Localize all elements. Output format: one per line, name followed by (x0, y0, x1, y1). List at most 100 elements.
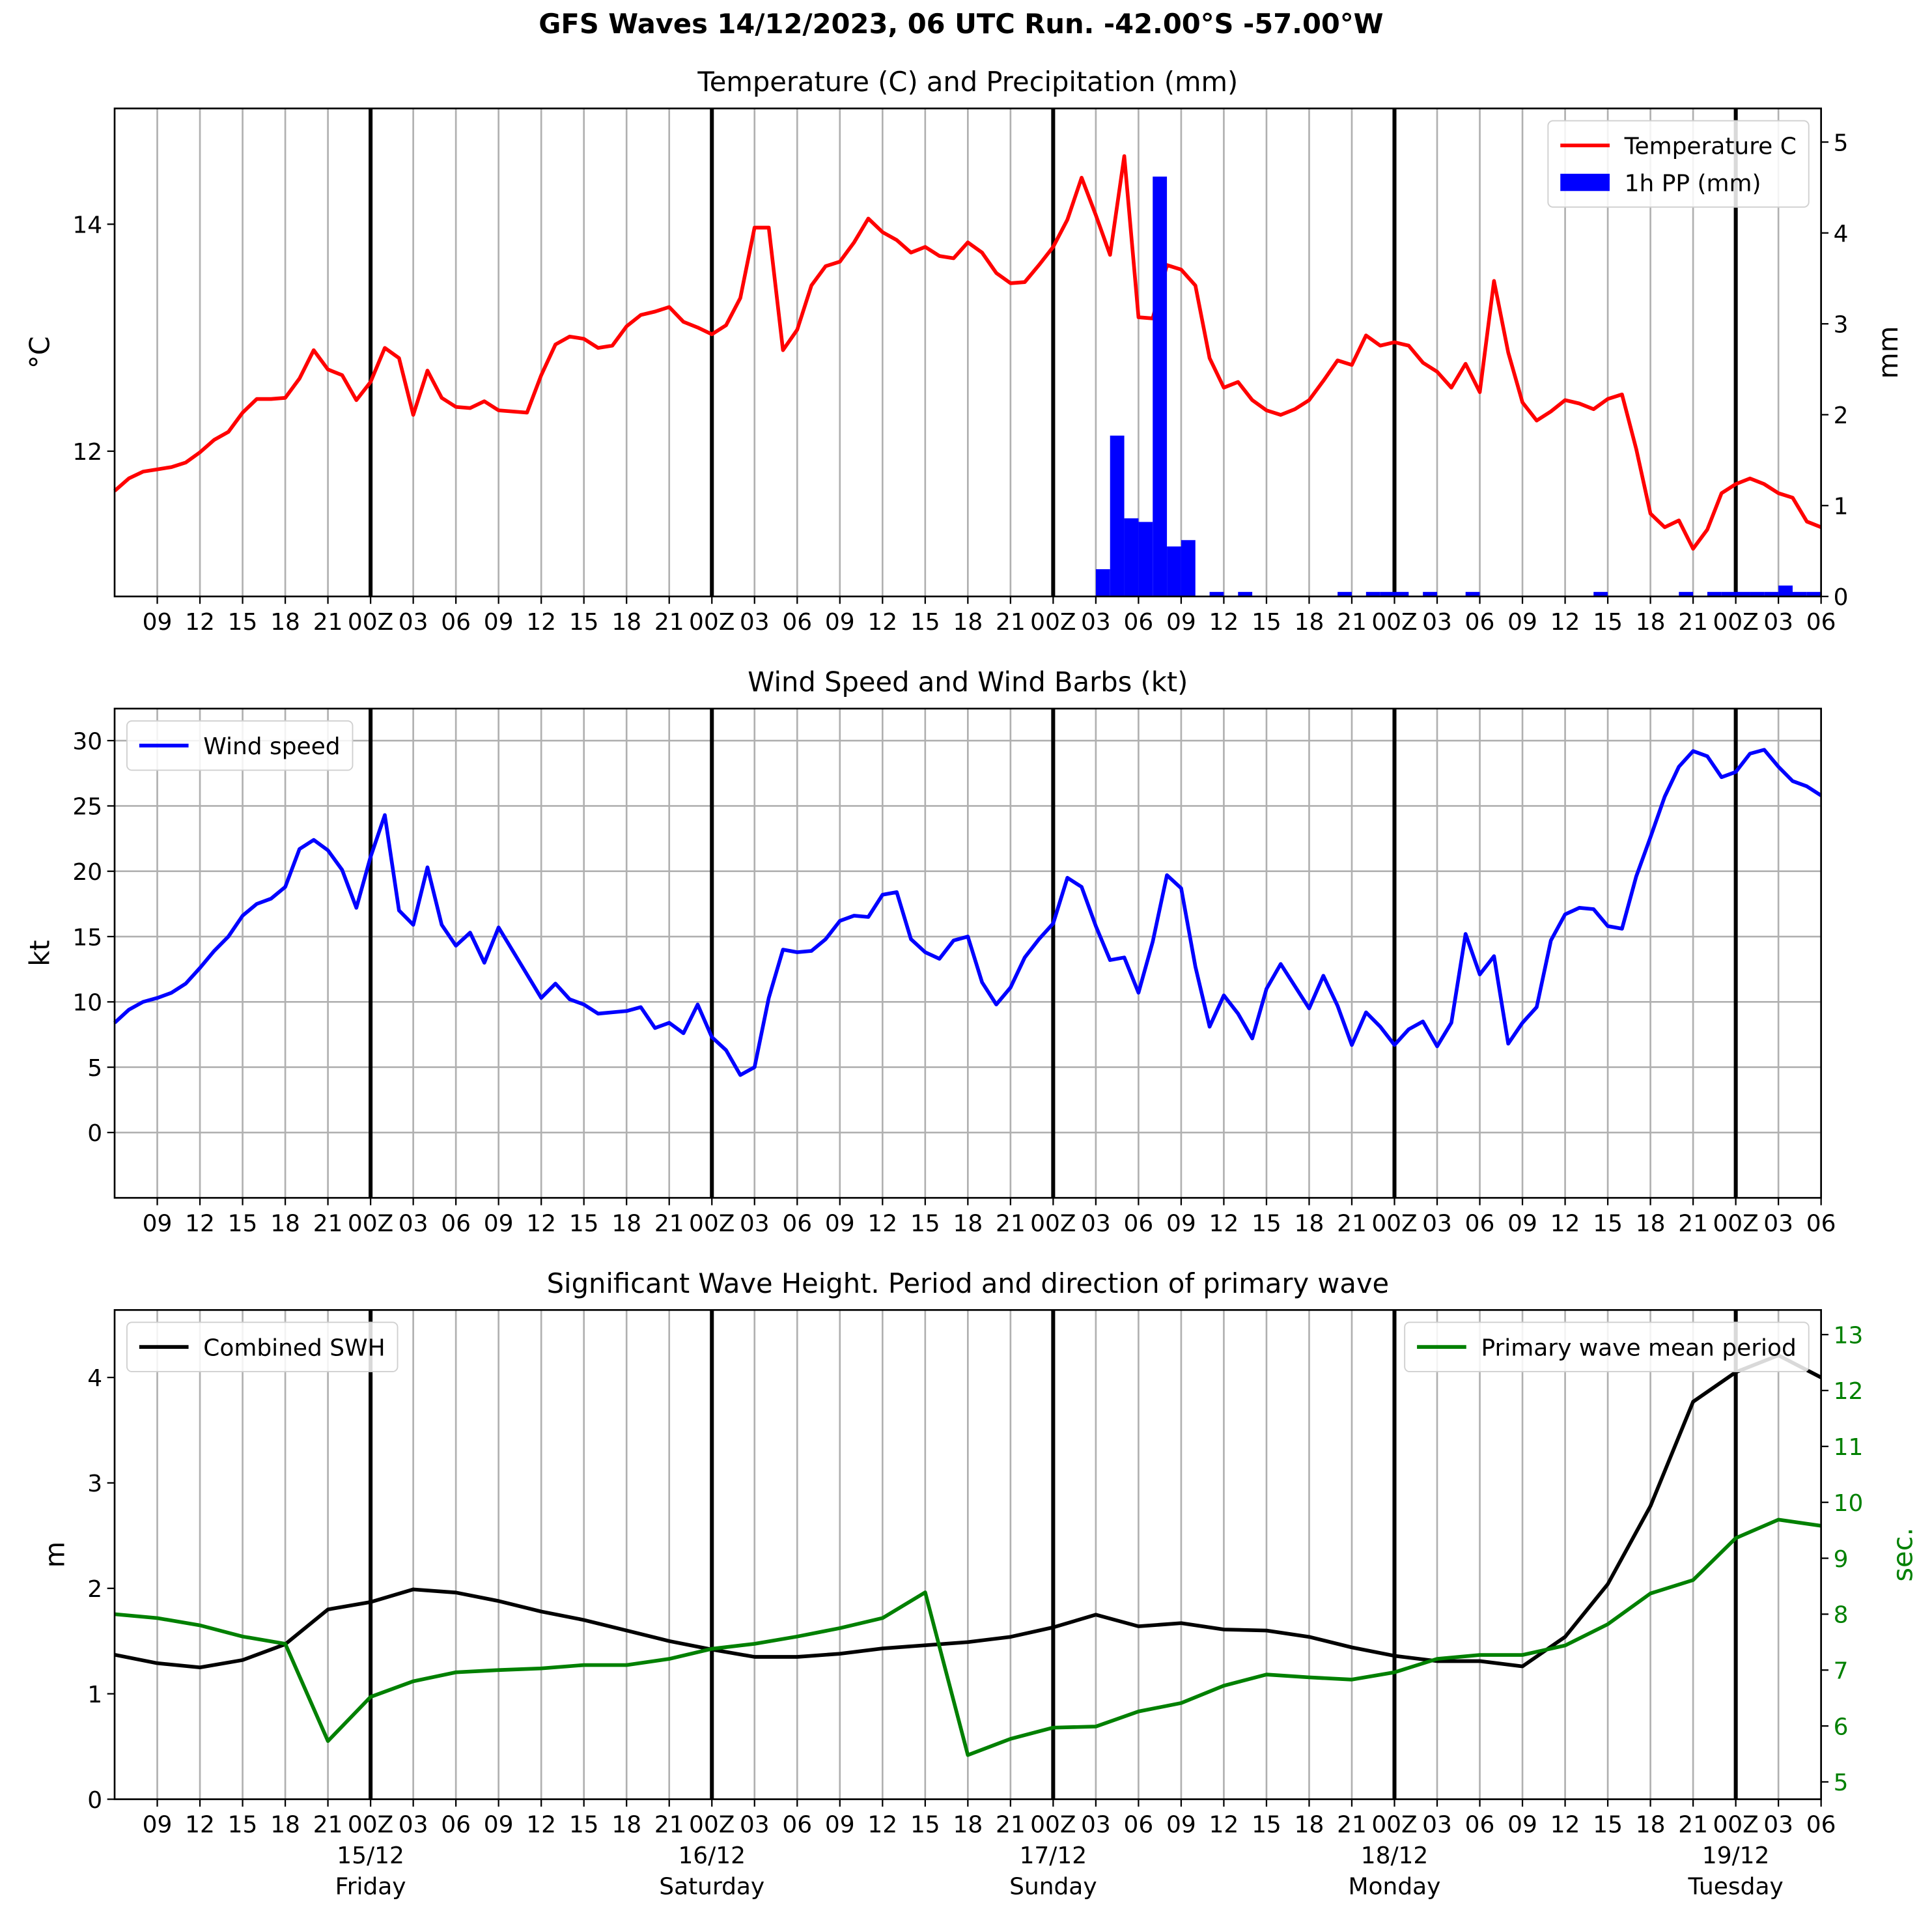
y2-tick-label: 8 (1834, 1602, 1849, 1629)
bar (1138, 522, 1153, 597)
x-tick-label: 03 (1422, 609, 1452, 636)
x-tick-label: 21 (654, 1812, 684, 1839)
x-tick-label: 06 (1124, 1812, 1154, 1839)
x-tick-label: 15 (228, 1210, 258, 1237)
bar (1181, 540, 1196, 597)
x-tick-label: 12 (867, 1210, 897, 1237)
x-tick-label: 15 (1593, 1812, 1623, 1839)
y2-tick-label: 6 (1834, 1714, 1849, 1740)
date-label: 18/12 (1361, 1842, 1429, 1869)
y-tick-label: 5 (87, 1055, 102, 1082)
legend-label: Combined SWH (203, 1334, 385, 1361)
y2-tick-label: 7 (1834, 1658, 1849, 1684)
x-tick-label: 06 (1124, 609, 1154, 636)
x-tick-label: 00Z (1030, 609, 1076, 636)
y2-axis-label: mm (1872, 326, 1904, 379)
x-tick-label: 15 (1252, 1210, 1281, 1237)
legend-box (1547, 120, 1810, 208)
bar (1095, 569, 1110, 597)
x-tick-label: 09 (825, 1812, 855, 1839)
y-tick-label: 2 (87, 1576, 102, 1603)
x-tick-label: 15 (910, 609, 940, 636)
y-axis-label: m (38, 1542, 70, 1568)
x-tick-label: 09 (825, 609, 855, 636)
x-tick-label: 09 (1166, 1812, 1196, 1839)
x-tick-label: 09 (1507, 1812, 1537, 1839)
x-tick-label: 06 (1806, 1210, 1836, 1237)
y2-tick-label: 0 (1834, 584, 1849, 611)
x-tick-label: 15 (1593, 1210, 1623, 1237)
x-tick-label: 21 (313, 609, 343, 636)
y-tick-label: 30 (72, 728, 102, 755)
legend: Combined SWH (126, 1321, 399, 1372)
plot-frame (113, 707, 1822, 1199)
bar (1423, 591, 1438, 597)
x-tick-label: 18 (1295, 1210, 1324, 1237)
legend: Temperature C 1h PP (mm) (1547, 120, 1810, 208)
panel-title: Wind Speed and Wind Barbs (kt) (748, 666, 1188, 698)
panel-title: Significant Wave Height. Period and dire… (547, 1267, 1389, 1299)
y-tick-label: 4 (87, 1365, 102, 1392)
x-tick-label: 03 (1081, 609, 1111, 636)
bar (1721, 591, 1736, 597)
x-tick-label: 15 (569, 1210, 599, 1237)
x-tick-label: 06 (1465, 1812, 1495, 1839)
x-tick-label: 00Z (1030, 1210, 1076, 1237)
x-tick-label: 06 (782, 1210, 812, 1237)
panel: Temperature (C) and Precipitation (mm) 09… (24, 66, 1904, 636)
x-tick-label: 00Z (1030, 1812, 1076, 1839)
legend: Primary wave mean period (1404, 1321, 1810, 1372)
y-tick-label: 14 (72, 212, 102, 238)
y-axis-label: kt (24, 940, 56, 966)
x-tick-label: 00Z (348, 609, 393, 636)
x-tick-label: 09 (484, 609, 514, 636)
x-tick-label: 12 (526, 1210, 556, 1237)
x-tick-label: 18 (953, 1210, 983, 1237)
x-tick-label: 21 (1678, 609, 1708, 636)
panel: Significant Wave Height. Period and dire… (38, 1267, 1918, 1900)
x-tick-label: 21 (1678, 1812, 1708, 1839)
y-tick-label: 15 (72, 924, 102, 951)
x-tick-label: 21 (996, 1812, 1026, 1839)
bar (1735, 591, 1750, 597)
y-tick-label: 20 (72, 859, 102, 886)
date-label: 19/12 (1702, 1842, 1770, 1869)
x-tick-label: 18 (1295, 609, 1324, 636)
bar (1110, 435, 1125, 597)
x-tick-label: 09 (484, 1210, 514, 1237)
x-tick-label: 03 (1081, 1812, 1111, 1839)
bar (1465, 591, 1480, 597)
y-tick-label: 3 (87, 1471, 102, 1497)
suptitle: GFS Waves 14/12/2023, 06 UTC Run. -42.00… (539, 8, 1383, 40)
x-tick-label: 03 (1422, 1812, 1452, 1839)
x-tick-label: 12 (185, 1210, 215, 1237)
x-tick-label: 15 (910, 1812, 940, 1839)
y2-tick-label: 5 (1834, 130, 1849, 156)
bar (1124, 518, 1139, 597)
x-tick-label: 15 (228, 609, 258, 636)
bar (1238, 591, 1253, 597)
legend-label: 1h PP (mm) (1625, 170, 1761, 197)
date-label: 17/12 (1020, 1842, 1087, 1869)
x-tick-label: 15 (1252, 609, 1281, 636)
bar (1778, 586, 1793, 597)
x-tick-label: 18 (611, 1210, 641, 1237)
x-tick-label: 03 (1081, 1210, 1111, 1237)
x-tick-label: 03 (399, 609, 428, 636)
x-tick-label: 12 (185, 609, 215, 636)
bar (1593, 591, 1608, 597)
y-tick-label: 0 (87, 1120, 102, 1147)
x-tick-label: 12 (1550, 609, 1580, 636)
x-tick-label: 18 (611, 609, 641, 636)
x-tick-label: 21 (1337, 609, 1367, 636)
x-tick-label: 03 (1763, 1812, 1793, 1839)
day-label: Tuesday (1688, 1873, 1784, 1900)
x-tick-label: 09 (484, 1812, 514, 1839)
x-tick-label: 15 (1252, 1812, 1281, 1839)
x-tick-label: 06 (1465, 1210, 1495, 1237)
day-label: Sunday (1009, 1873, 1097, 1900)
x-tick-label: 18 (1636, 609, 1666, 636)
x-tick-label: 00Z (1371, 1210, 1417, 1237)
